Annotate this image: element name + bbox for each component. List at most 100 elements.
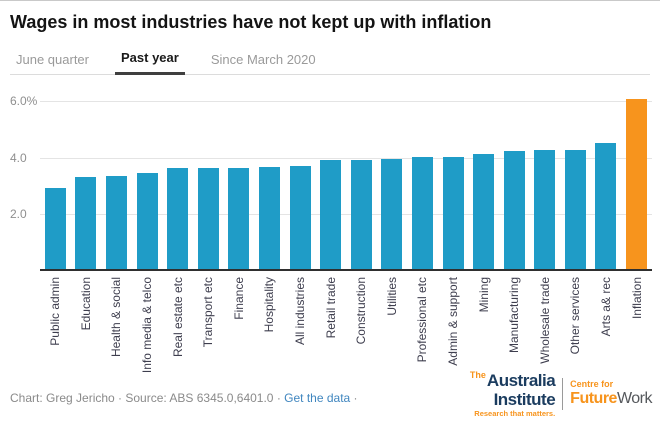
bar-health-social[interactable] [105,175,127,269]
y-tick-label-6: 6.0% [10,94,38,108]
tab-bar: June quarter Past year Since March 2020 [10,46,650,75]
x-label-col-education: Education [71,277,102,379]
centre-for-future-work-wordmark: Centre for FutureWork [563,380,652,407]
x-label-manufacturing: Manufacturing [507,277,522,354]
bar-column-professional-etc [407,101,438,269]
credit-suffix: · [350,391,358,405]
tab-since-march-2020[interactable]: Since March 2020 [210,52,316,67]
bar-admin-support[interactable] [442,157,464,269]
logo-tagline: Research that matters. [474,408,556,418]
x-label-admin-support: Admin & support [446,277,461,366]
bar-mining[interactable] [473,154,495,269]
x-label-col-inflation: Inflation [621,277,652,379]
x-label-public-admin: Public admin [48,277,63,346]
bar-manufacturing[interactable] [503,151,525,269]
bar-column-info-media-telco [132,101,163,269]
bar-education[interactable] [75,176,97,269]
x-label-col-arts-a-rec: Arts a& rec [591,277,622,379]
x-label-other-services: Other services [568,277,583,355]
bar-column-arts-a-rec [591,101,622,269]
x-label-finance: Finance [231,277,246,320]
bar-column-admin-support [438,101,469,269]
y-tick-label-4: 4.0 [10,150,27,165]
gridline-2 [40,214,652,216]
logo-institute: Institute [493,389,556,409]
bar-utilities[interactable] [381,158,403,269]
logo-future: Future [570,390,617,408]
bar-column-finance [224,101,255,269]
bar-real-estate-etc[interactable] [167,168,189,269]
bar-column-real-estate-etc [162,101,193,269]
x-label-col-health-social: Health & social [101,277,132,379]
logo-the: The [469,369,486,380]
x-label-col-public-admin: Public admin [40,277,71,379]
x-label-education: Education [78,277,93,331]
x-label-all-industries: All industries [293,277,308,346]
bar-info-media-telco[interactable] [136,172,158,269]
bar-transport-etc[interactable] [197,168,219,269]
bar-hospitality[interactable] [258,167,280,269]
get-the-data-link[interactable]: Get the data [284,391,351,405]
x-label-col-manufacturing: Manufacturing [499,277,530,379]
bar-column-public-admin [40,101,71,269]
bar-all-industries[interactable] [289,165,311,269]
bar-column-utilities [377,101,408,269]
bars-container [40,99,652,269]
x-label-col-retail-trade: Retail trade [315,277,346,379]
x-label-professional-etc: Professional etc [415,277,430,363]
bar-professional-etc[interactable] [411,157,433,269]
tab-june-quarter[interactable]: June quarter [16,52,89,67]
logo-centre-for: Centre for [570,379,614,390]
bar-column-health-social [101,101,132,269]
bar-column-wholesale-trade [530,101,561,269]
bar-public-admin[interactable] [44,188,66,269]
bar-construction[interactable] [350,159,372,269]
x-label-utilities: Utilities [384,277,399,316]
x-label-transport-etc: Transport etc [201,277,216,348]
y-axis: 6.0% 4.0 2.0 [0,94,40,271]
bar-column-inflation [621,99,652,269]
bar-column-all-industries [285,101,316,269]
bar-other-services[interactable] [564,150,586,269]
x-label-col-other-services: Other services [560,277,591,379]
x-label-col-real-estate-etc: Real estate etc [162,277,193,379]
bar-arts-a-rec[interactable] [595,142,617,269]
bar-column-other-services [560,101,591,269]
logo-work: Work [616,390,653,408]
bar-column-construction [346,101,377,269]
gridline-6 [40,101,652,102]
bar-column-manufacturing [499,101,530,269]
footer: Chart: Greg Jericho · Source: ABS 6345.0… [10,369,653,418]
x-label-health-social: Health & social [109,277,124,358]
x-label-col-transport-etc: Transport etc [193,277,224,379]
x-label-info-media-telco: Info media & telco [140,277,155,374]
x-label-real-estate-etc: Real estate etc [170,277,185,358]
australia-institute-logo: TheAustralia Institute Research that mat… [469,369,653,418]
x-label-col-hospitality: Hospitality [254,277,285,379]
x-label-col-construction: Construction [346,277,377,379]
x-label-col-admin-support: Admin & support [438,277,469,379]
bar-finance[interactable] [228,168,250,269]
x-label-col-professional-etc: Professional etc [407,277,438,379]
x-label-arts-a-rec: Arts a& rec [598,277,613,337]
x-label-col-mining: Mining [468,277,499,379]
bar-retail-trade[interactable] [320,159,342,269]
chart-title: Wages in most industries have not kept u… [10,12,492,32]
bar-column-mining [468,101,499,269]
x-label-construction: Construction [354,277,369,345]
x-label-col-utilities: Utilities [377,277,408,379]
bar-chart: 6.0% 4.0 2.0 Public admin Education Health &… [0,94,652,379]
tab-past-year[interactable]: Past year [115,46,185,75]
credit-line: Chart: Greg Jericho · Source: ABS 6345.0… [10,391,358,417]
x-label-col-info-media-telco: Info media & telco [132,277,163,379]
bar-wholesale-trade[interactable] [534,150,556,269]
bar-column-transport-etc [193,101,224,269]
australia-institute-wordmark: TheAustralia Institute Research that mat… [469,369,562,418]
x-label-col-finance: Finance [224,277,255,379]
logo-australia: Australia [486,370,556,390]
x-label-inflation: Inflation [629,277,644,320]
plot-area [40,99,652,271]
bar-inflation[interactable] [626,99,648,269]
gridline-4 [40,157,652,159]
